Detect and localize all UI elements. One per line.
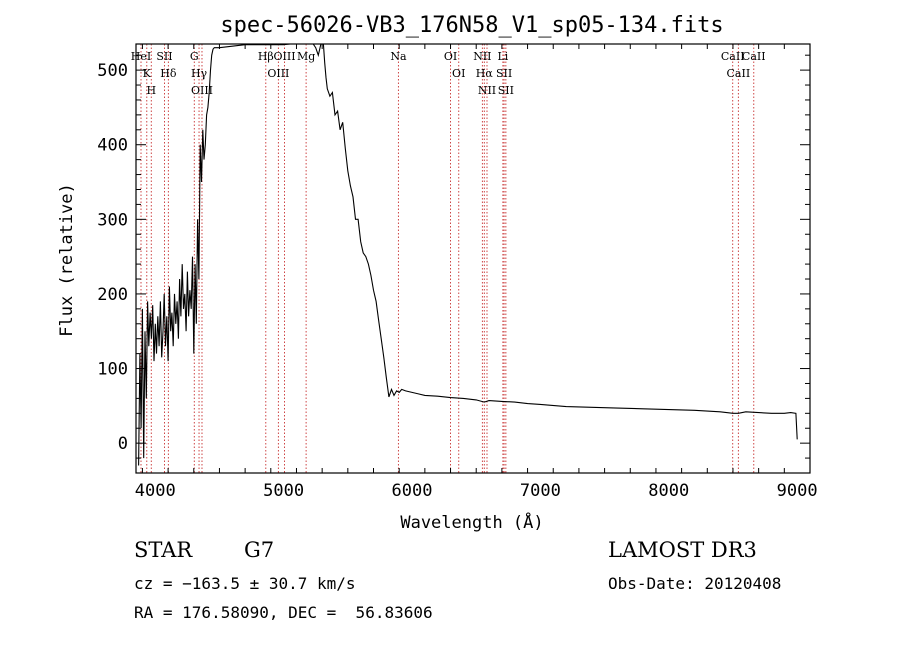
- redshift-value: cz = −163.5 ± 30.7 km/s: [134, 574, 356, 593]
- line-marker-label: NII: [473, 50, 491, 63]
- y-tick-label: 0: [118, 434, 128, 454]
- coordinates: RA = 176.58090, DEC = 56.83606: [134, 603, 433, 622]
- line-marker-label: Hα: [476, 67, 494, 80]
- x-axis-ticks: 4000 5000 6000 7000 8000 9000: [135, 44, 818, 501]
- line-marker-label: K: [143, 67, 152, 80]
- y-tick-label: 300: [97, 210, 128, 230]
- line-marker-label: OI: [452, 67, 465, 80]
- y-tick-label: 500: [97, 61, 128, 81]
- line-marker-label: SII: [498, 84, 514, 97]
- y-axis-label: Flux (relative): [57, 183, 77, 337]
- object-subclass: G7: [244, 538, 275, 562]
- line-marker-label: Li: [497, 50, 508, 63]
- line-marker-label: OIII: [191, 84, 213, 97]
- line-marker-label: OIII: [267, 67, 289, 80]
- plot-frame: [135, 43, 811, 474]
- line-marker-label: Hβ: [258, 50, 274, 63]
- line-marker-label: NII: [478, 84, 496, 97]
- x-tick-label: 7000: [520, 481, 561, 501]
- line-marker-label: SII: [496, 67, 512, 80]
- y-tick-label: 200: [97, 285, 128, 305]
- line-marker-label: Hδ: [160, 67, 177, 80]
- line-marker-label: CaII: [742, 50, 766, 63]
- observation-date: Obs-Date: 20120408: [608, 574, 782, 593]
- x-tick-label: 8000: [648, 481, 689, 501]
- line-marker-label: Na: [390, 50, 407, 63]
- x-tick-label: 5000: [263, 481, 304, 501]
- y-tick-label: 400: [97, 136, 128, 156]
- object-class: STAR: [134, 538, 193, 562]
- line-marker-label: OI: [444, 50, 457, 63]
- y-tick-label: 100: [97, 360, 128, 380]
- line-marker-label: HeI: [131, 50, 151, 63]
- survey-name: LAMOST DR3: [608, 538, 757, 562]
- line-marker-label: OIII: [274, 50, 296, 63]
- x-tick-label: 4000: [135, 481, 176, 501]
- line-marker-label: H: [146, 84, 156, 97]
- line-marker-label: CaII: [727, 67, 751, 80]
- line-marker-label: CaII: [721, 50, 745, 63]
- x-axis-label: Wavelength (Å): [400, 511, 543, 533]
- spectral-line-markers: [140, 44, 755, 473]
- line-marker-label: Hγ: [191, 67, 208, 80]
- chart-title: spec-56026-VB3_176N58_V1_sp05-134.fits: [220, 13, 723, 38]
- x-tick-label: 9000: [777, 481, 818, 501]
- line-marker-label: SII: [156, 50, 172, 63]
- y-axis-ticks: 0 100 200 300 400 500: [97, 54, 810, 459]
- x-tick-label: 6000: [392, 481, 433, 501]
- line-marker-label: Mg: [297, 50, 315, 63]
- line-marker-label: G: [190, 50, 199, 63]
- spectrum-line: [138, 43, 798, 466]
